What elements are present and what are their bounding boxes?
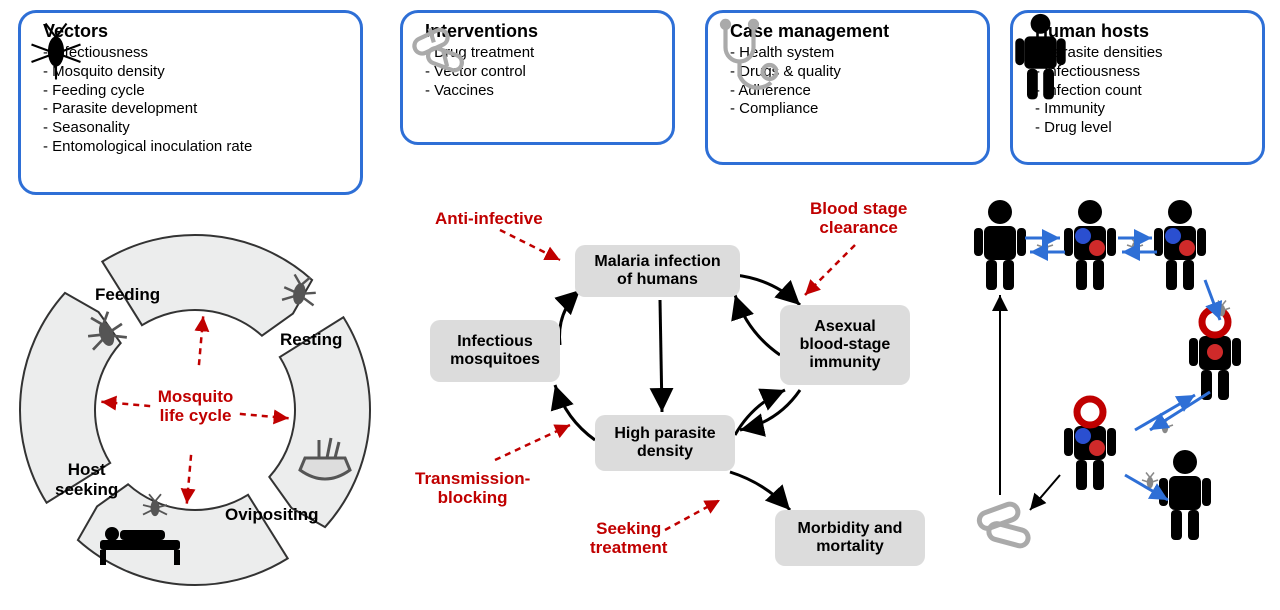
host-person (1064, 399, 1116, 490)
flow-node-hpd: High parasite density (595, 415, 735, 471)
host-person (1189, 309, 1241, 400)
intervention-label: Anti-infective (435, 210, 543, 229)
flow-node-abi: Asexual blood-stage immunity (780, 305, 910, 385)
host-arrow (1030, 475, 1060, 510)
intervention-label: Blood stage clearance (810, 200, 907, 237)
tiny-mosquito-icon (1127, 238, 1143, 253)
intervention-label: Transmission- blocking (415, 470, 530, 507)
host-person (974, 200, 1026, 290)
intervention-label: Seeking treatment (590, 520, 667, 557)
cycle-stage-label: Host seeking (55, 460, 118, 500)
cycle-stage-label: Resting (280, 330, 342, 350)
cycle-stage-label: Feeding (95, 285, 160, 305)
cycle-stage-label: Ovipositing (225, 505, 319, 525)
host-person (1064, 200, 1116, 290)
host-arrow (1150, 392, 1210, 430)
host-person (1154, 200, 1206, 290)
pills-icon (977, 502, 1030, 548)
flow-node-mm: Morbidity and mortality (775, 510, 925, 566)
flow-node-mal_inf: Malaria infection of humans (575, 245, 740, 297)
flow-node-inf_mos: Infectious mosquitoes (430, 320, 560, 382)
host-person (1159, 450, 1211, 540)
tiny-mosquito-icon (1037, 238, 1053, 253)
